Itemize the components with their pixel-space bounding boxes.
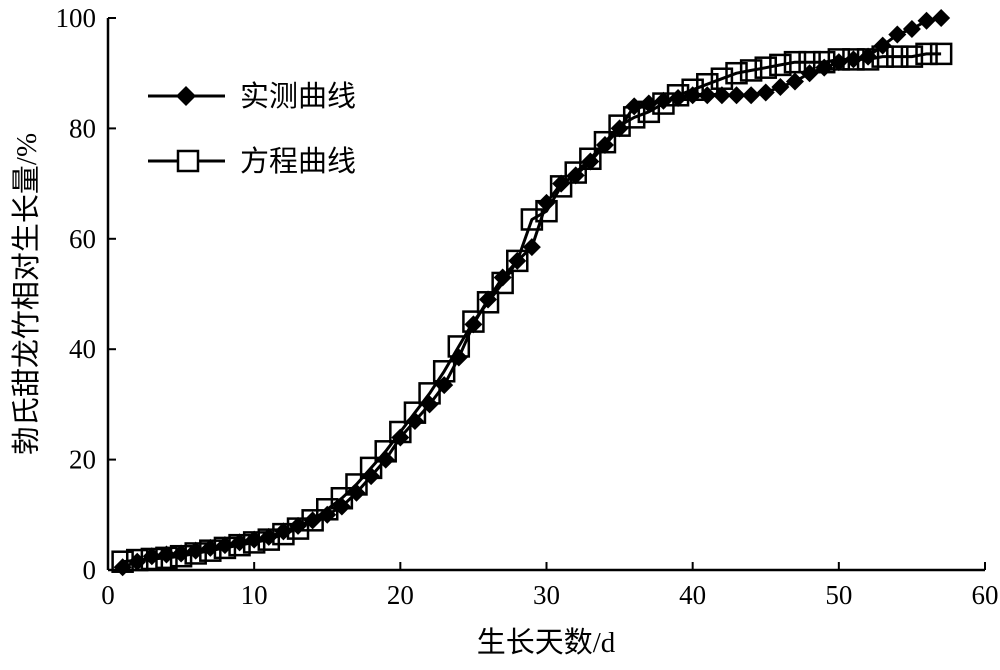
data-point	[199, 539, 222, 562]
y-tick-label: 80	[69, 113, 96, 143]
x-tick-label: 30	[533, 580, 560, 610]
legend-marker-equation	[176, 149, 200, 173]
data-point	[184, 542, 207, 565]
series-markers-2	[111, 42, 953, 573]
data-point	[725, 61, 748, 85]
data-point	[491, 271, 514, 295]
legend-label-equation: 方程曲线	[240, 145, 356, 178]
data-point	[785, 72, 804, 91]
data-point	[535, 199, 558, 223]
data-point	[622, 106, 646, 129]
data-point	[666, 84, 690, 107]
data-point	[900, 45, 924, 68]
data-point	[754, 56, 777, 79]
x-tick-label: 10	[241, 580, 268, 610]
data-point	[213, 536, 237, 560]
data-point	[506, 249, 529, 273]
x-axis-title: 生长天数/d	[477, 626, 616, 659]
x-tick-label: 0	[101, 580, 115, 610]
data-point	[652, 92, 675, 115]
y-tick-label: 60	[69, 224, 96, 254]
data-point	[374, 440, 397, 463]
y-tick-label: 40	[69, 334, 96, 364]
data-point	[696, 72, 719, 96]
data-point	[447, 335, 471, 358]
data-point	[330, 486, 354, 510]
legend-item-equation: 方程曲线	[148, 145, 356, 178]
data-point	[769, 53, 792, 77]
x-tick-label: 40	[679, 580, 706, 610]
data-point	[929, 42, 953, 66]
data-point	[155, 546, 178, 570]
data-point	[681, 78, 704, 102]
data-point	[915, 42, 938, 66]
data-point	[359, 456, 383, 480]
data-point	[917, 11, 936, 30]
data-point	[710, 67, 734, 90]
data-point	[798, 50, 821, 74]
data-point	[549, 175, 573, 198]
data-point	[842, 48, 865, 71]
data-point	[771, 78, 790, 96]
data-point	[228, 533, 251, 557]
data-point	[871, 45, 894, 68]
data-point	[169, 544, 193, 568]
data-point	[902, 20, 921, 39]
data-point	[756, 83, 775, 102]
data-point	[888, 25, 907, 44]
legend: 实测曲线 方程曲线	[148, 80, 356, 178]
x-tick-label: 20	[387, 580, 414, 610]
data-point	[742, 86, 761, 105]
plot-area	[111, 9, 953, 577]
data-point	[593, 130, 617, 154]
data-point	[537, 193, 556, 212]
ticks: 0 10 20 30 40 50 60 0 20 40 60 80 100	[56, 3, 999, 610]
data-point	[886, 45, 909, 68]
y-tick-label: 100	[56, 3, 97, 33]
data-point	[418, 382, 441, 405]
y-tick-label: 20	[69, 445, 96, 475]
series-line-2	[122, 52, 942, 564]
y-axis-title: 勃氏甜龙竹相对生长量/%	[10, 133, 43, 455]
data-point	[462, 310, 485, 333]
legend-item-measured: 实测曲线	[148, 80, 356, 113]
data-point	[476, 291, 500, 314]
data-point	[932, 9, 951, 27]
legend-label-measured: 实测曲线	[240, 80, 356, 113]
data-point	[827, 48, 851, 71]
data-point	[257, 528, 281, 551]
x-tick-label: 60	[972, 580, 999, 610]
data-point	[608, 114, 631, 137]
y-tick-label: 0	[83, 555, 97, 585]
x-tick-label: 50	[825, 580, 852, 610]
data-point	[389, 420, 412, 444]
data-point	[345, 473, 368, 496]
data-point	[111, 550, 134, 573]
data-point	[739, 59, 763, 82]
legend-marker-measured	[176, 86, 196, 106]
data-point	[727, 86, 746, 105]
data-point	[403, 401, 427, 424]
data-point	[272, 522, 295, 546]
data-point	[520, 208, 544, 231]
data-point	[579, 147, 602, 171]
data-point	[856, 48, 880, 71]
data-point	[286, 517, 310, 540]
data-point	[564, 161, 587, 184]
data-point	[812, 50, 836, 74]
data-point	[432, 360, 456, 383]
data-point	[242, 531, 266, 554]
data-point	[637, 100, 661, 124]
data-point	[783, 50, 807, 74]
